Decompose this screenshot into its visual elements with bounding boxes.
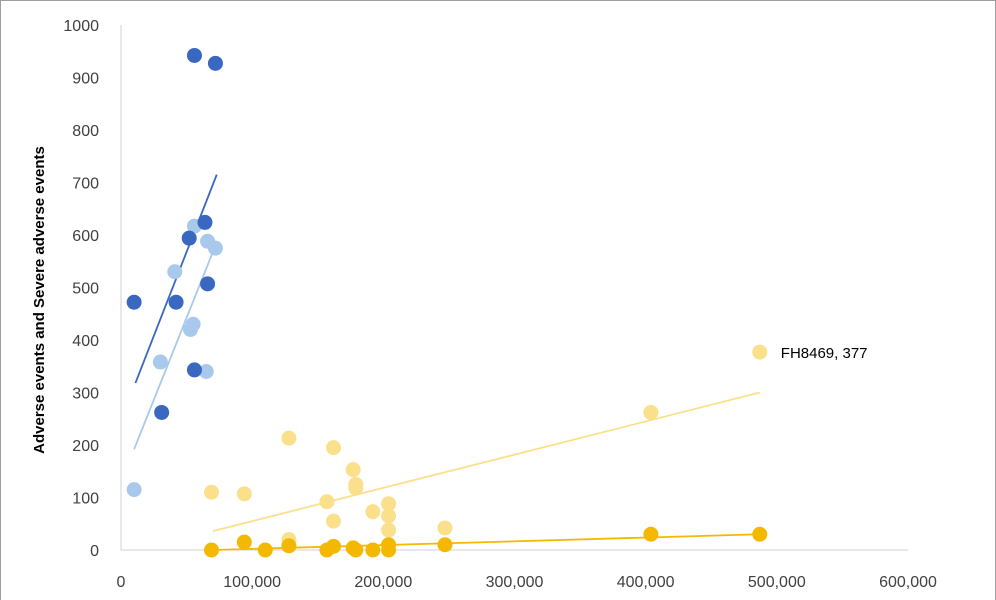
data-point-series-1 [167, 264, 183, 280]
data-point-series-3 [348, 480, 364, 496]
data-point-series-2 [186, 362, 202, 378]
trendline-series-4 [212, 533, 760, 551]
y-tick-label: 300 [72, 386, 99, 403]
data-point-series-3 [381, 496, 397, 512]
data-point-series-2 [181, 230, 197, 246]
data-point-series-4 [236, 534, 252, 550]
x-tick-label: 300,000 [486, 574, 544, 591]
y-tick-label: 1000 [63, 18, 99, 35]
data-point-series-4 [204, 542, 220, 558]
data-point-series-2 [154, 404, 170, 420]
y-tick-label: 400 [72, 333, 99, 350]
data-point-series-4 [752, 526, 768, 542]
y-tick-label: 100 [72, 491, 99, 508]
data-point-series-4 [257, 542, 273, 558]
data-point-series-3 [204, 484, 220, 500]
data-point-series-4 [365, 542, 381, 558]
data-point-series-2 [200, 276, 216, 292]
data-point-series-3 [381, 522, 397, 538]
annotations: FH8469, 377 [781, 345, 868, 362]
data-point-series-4 [348, 542, 364, 558]
x-tick-label: 0 [117, 574, 126, 591]
data-point-series-4 [381, 542, 397, 558]
x-tick-label: 500,000 [748, 574, 806, 591]
data-point-series-4 [325, 538, 341, 554]
data-point-series-3 [345, 462, 361, 478]
data-point-series-3 [281, 430, 297, 446]
data-point-series-1 [126, 482, 142, 498]
point-annotation: FH8469, 377 [781, 345, 868, 362]
data-point-series-1 [198, 364, 214, 379]
data-point-series-3 [236, 486, 252, 502]
data-point-series-4 [437, 537, 453, 553]
y-tick-label: 0 [90, 543, 99, 560]
data-point-series-2 [186, 47, 202, 63]
x-tick-label: 400,000 [617, 574, 675, 591]
data-point-series-2 [197, 214, 213, 230]
y-tick-labels: 0 100 200 300 400 500 600 700 800 900 1000 [63, 18, 99, 560]
data-point-series-3 [752, 344, 768, 360]
data-point-series-3 [325, 440, 341, 456]
y-tick-label: 600 [72, 228, 99, 245]
x-tick-label: 200,000 [354, 574, 412, 591]
x-tick-label: 100,000 [223, 574, 281, 591]
y-tick-label: 900 [72, 71, 99, 88]
data-point-series-4 [643, 526, 659, 542]
data-point-series-3 [437, 520, 453, 536]
y-tick-label: 800 [72, 123, 99, 140]
data-point-series-4 [281, 538, 297, 554]
data-point-series-1 [152, 354, 168, 370]
data-point-series-2 [207, 55, 223, 71]
data-point-series-3 [319, 494, 335, 510]
data-point-series-3 [325, 513, 341, 529]
data-point-series-1 [207, 240, 223, 256]
trendline-series-3 [212, 391, 761, 532]
x-tick-label: 600,000 [879, 574, 937, 591]
data-point-series-3 [365, 504, 381, 520]
data-point-series-3 [381, 508, 397, 524]
data-point-series-1 [185, 316, 201, 332]
y-tick-label: 700 [72, 176, 99, 193]
trendlines [133, 174, 761, 551]
y-tick-label: 500 [72, 281, 99, 298]
data-point-series-3 [643, 404, 659, 420]
data-points [126, 47, 768, 558]
data-point-series-2 [168, 294, 184, 310]
x-tick-labels: 0 100,000 200,000 300,000 400,000 500,000 600,… [117, 574, 937, 591]
data-point-series-2 [126, 294, 142, 310]
y-axis-label: Adverse events and Severe adverse events [31, 146, 48, 454]
y-tick-label: 200 [72, 438, 99, 455]
